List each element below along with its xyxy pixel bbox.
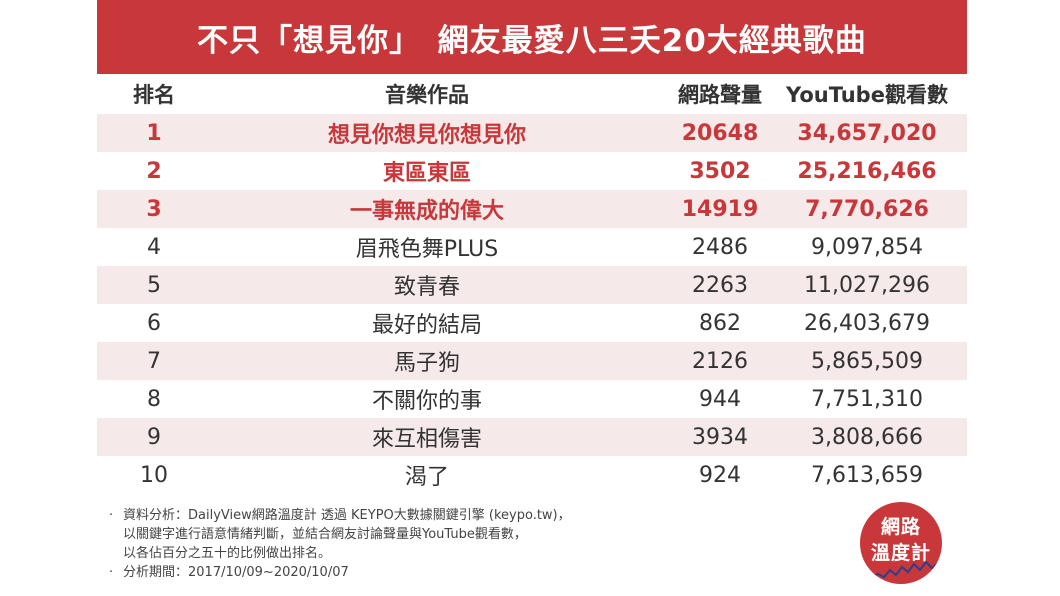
volume-cell: 862 [699,310,741,336]
rank-cell: 3 [146,196,162,222]
bullet-icon: · [109,565,114,580]
footnote-text: 資料分析：DailyView網路溫度計 透過 KEYPO大數據關鍵引擎 (key… [123,508,571,523]
song-title-cell: 不關你的事 [371,389,482,414]
table-row: 3 一事無成的偉大 14919 7,770,626 [97,190,967,228]
header-title: 音樂作品 [385,83,469,107]
footnote-line: · 分析期間：2017/10/09~2020/10/07 [109,563,809,582]
table-row: 10 渴了 924 7,613,659 [97,456,967,494]
table-row: 2 東區東區 3502 25,216,466 [97,152,967,190]
infographic-card: 不只「想見你」 網友最愛八三夭20大經典歌曲 排名 音樂作品 網路聲量 YouT… [97,0,967,596]
header-rank: 排名 [133,83,175,107]
volume-cell: 3934 [692,424,748,450]
rank-cell: 1 [146,120,162,146]
table-row: 5 致青春 2263 11,027,296 [97,266,967,304]
views-cell: 7,770,626 [805,196,929,222]
ranking-table: 排名 音樂作品 網路聲量 YouTube觀看數 1 想見你想見你想見你 2064… [97,74,967,494]
bullet-icon: · [109,508,114,523]
table-row: 8 不關你的事 944 7,751,310 [97,380,967,418]
views-cell: 3,808,666 [811,424,923,450]
views-cell: 25,216,466 [797,158,937,184]
table-row: 1 想見你想見你想見你 20648 34,657,020 [97,114,967,152]
table-header-row: 排名 音樂作品 網路聲量 YouTube觀看數 [97,74,967,114]
rank-cell: 2 [146,158,162,184]
song-title-cell: 最好的結局 [371,313,482,338]
volume-cell: 944 [699,386,741,412]
views-cell: 26,403,679 [804,310,930,336]
volume-cell: 2126 [692,348,748,374]
song-title-cell: 渴了 [404,465,449,490]
views-cell: 34,657,020 [797,120,937,146]
logo-line-1: 網路 [880,516,921,538]
volume-cell: 2486 [692,234,748,260]
footnote-line: 以各佔百分之五十的比例做出排名。 [109,544,809,563]
footnote: · 資料分析：DailyView網路溫度計 透過 KEYPO大數據關鍵引擎 (ke… [109,506,809,582]
rank-cell: 4 [147,234,161,260]
rank-cell: 5 [147,272,161,298]
footnote-line: 以關鍵字進行語意情緒判斷，並結合網友討論聲量與YouTube觀看數， [109,525,809,544]
footnote-text: 分析期間：2017/10/09~2020/10/07 [123,565,349,580]
volume-cell: 3502 [689,158,751,184]
rank-cell: 7 [147,348,161,374]
views-cell: 5,865,509 [811,348,923,374]
logo-line-2: 溫度計 [870,542,931,564]
title-banner: 不只「想見你」 網友最愛八三夭20大經典歌曲 [97,0,967,74]
volume-cell: 924 [699,462,741,488]
footnote-text: 以各佔百分之五十的比例做出排名。 [123,546,332,561]
header-volume: 網路聲量 [678,83,762,107]
wave-graph-icon [860,559,942,581]
table-row: 6 最好的結局 862 26,403,679 [97,304,967,342]
table-row: 4 眉飛色舞PLUS 2486 9,097,854 [97,228,967,266]
song-title-cell: 致青春 [393,275,460,300]
rank-cell: 6 [147,310,161,336]
views-cell: 7,613,659 [811,462,923,488]
rank-cell: 10 [140,462,168,488]
song-title-cell: 想見你想見你想見你 [327,123,526,148]
views-cell: 7,751,310 [811,386,923,412]
song-title-cell: 東區東區 [382,161,471,186]
header-views: YouTube觀看數 [786,83,948,107]
volume-cell: 20648 [681,120,759,146]
rank-cell: 8 [147,386,161,412]
volume-cell: 2263 [692,272,748,298]
footnote-line: · 資料分析：DailyView網路溫度計 透過 KEYPO大數據關鍵引擎 (ke… [109,506,809,525]
rank-cell: 9 [147,424,161,450]
song-title-cell: 眉飛色舞PLUS [355,237,499,262]
views-cell: 11,027,296 [804,272,930,298]
footnote-text: 以關鍵字進行語意情緒判斷，並結合網友討論聲量與YouTube觀看數， [123,527,527,542]
dailyview-logo: 網路 溫度計 [860,502,942,584]
table-row: 7 馬子狗 2126 5,865,509 [97,342,967,380]
page-title: 不只「想見你」 網友最愛八三夭20大經典歌曲 [197,22,867,59]
views-cell: 9,097,854 [811,234,923,260]
song-title-cell: 馬子狗 [393,351,460,376]
song-title-cell: 一事無成的偉大 [349,199,504,224]
table-row: 9 來互相傷害 3934 3,808,666 [97,418,967,456]
song-title-cell: 來互相傷害 [371,427,482,452]
volume-cell: 14919 [681,196,759,222]
